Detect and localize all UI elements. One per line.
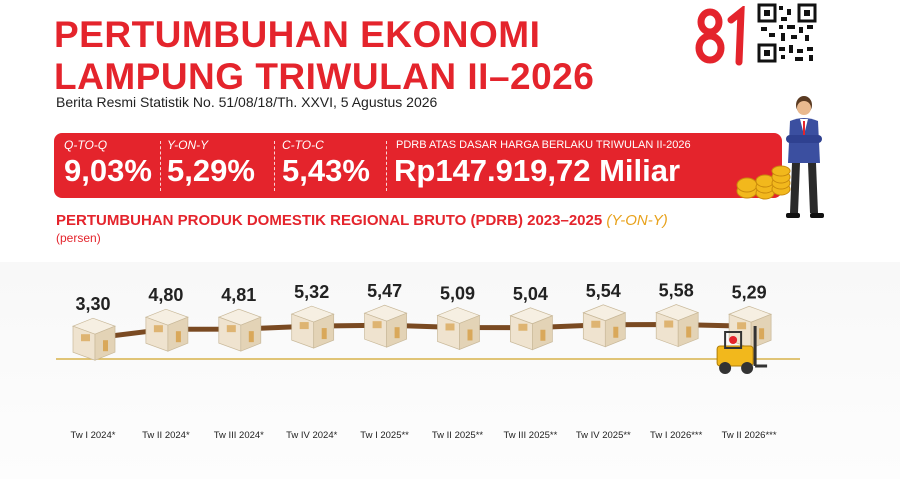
forklift-icon <box>716 326 768 374</box>
x-tick-label: Tw III 2024* <box>214 430 264 441</box>
x-tick-label: Tw IV 2024* <box>286 430 338 441</box>
value-label: 5,09 <box>440 283 475 303</box>
value-label: 5,04 <box>513 284 548 304</box>
data-point-box <box>217 308 262 352</box>
x-tick-label: Tw IV 2025** <box>576 430 631 441</box>
value-label: 5,47 <box>367 281 402 301</box>
data-point-box <box>144 308 189 352</box>
x-tick-label: Tw I 2025** <box>360 430 409 441</box>
value-label: 5,58 <box>659 281 694 301</box>
data-point-box <box>363 304 408 348</box>
x-tick-label: Tw II 2025** <box>432 430 484 441</box>
x-tick-label: Tw III 2025** <box>503 430 557 441</box>
title-line-1: PERTUMBUHAN EKONOMI <box>54 14 541 55</box>
data-point-box <box>290 305 335 349</box>
data-point-box <box>655 304 700 348</box>
value-label: 5,32 <box>294 282 329 302</box>
pdrb-value: Rp147.919,72 Miliar <box>394 153 681 188</box>
headline-banner: Q-TO-Q 9,03% Y-ON-Y 5,29% C-TO-C 5,43% P… <box>54 133 782 198</box>
chart-title-text: PERTUMBUHAN PRODUK DOMESTIK REGIONAL BRU… <box>56 212 603 229</box>
data-point-box <box>509 307 554 351</box>
chart-title: PERTUMBUHAN PRODUK DOMESTIK REGIONAL BRU… <box>56 212 668 229</box>
coin-stack-icon <box>736 165 791 200</box>
data-point-box <box>436 307 481 350</box>
ctoc-value: 5,43% <box>282 153 370 188</box>
value-label: 3,30 <box>75 294 110 314</box>
data-point-box <box>582 304 627 348</box>
qr-code-icon <box>757 3 817 63</box>
series-line <box>90 322 752 341</box>
data-point-box <box>72 317 116 361</box>
ctoc-label: C-TO-C <box>282 138 324 152</box>
yony-label: Y-ON-Y <box>167 138 209 152</box>
title-line-2: LAMPUNG TRIWULAN II–2026 <box>54 56 595 97</box>
chart-area: 3,30 Tw I 2024* 4,80 Tw II 2024* 4,81 Tw III … <box>0 262 900 479</box>
pdrb-growth-chart: 3,30 Tw I 2024* 4,80 Tw II 2024* 4,81 Tw III … <box>56 281 800 441</box>
page-title: PERTUMBUHAN EKONOMI LAMPUNG TRIWULAN II–… <box>54 14 594 98</box>
value-label: 5,54 <box>586 281 621 301</box>
anniversary-81-logo <box>695 6 745 66</box>
release-subtitle: Berita Resmi Statistik No. 51/08/18/Th. … <box>56 94 438 110</box>
divider <box>160 141 161 191</box>
value-label: 4,81 <box>221 285 256 305</box>
chart-title-yoy: (Y-ON-Y) <box>606 212 668 229</box>
x-tick-label: Tw I 2024* <box>71 430 116 441</box>
yony-value: 5,29% <box>167 153 255 188</box>
x-tick-label: Tw I 2026*** <box>650 430 703 441</box>
x-tick-label: Tw II 2026*** <box>722 430 777 441</box>
value-label: 4,80 <box>148 285 183 305</box>
chart-unit-label: (persen) <box>56 231 101 245</box>
x-tick-label: Tw II 2024* <box>142 430 190 441</box>
businessman-illustration <box>786 96 824 218</box>
qtoq-label: Q-TO-Q <box>64 138 108 152</box>
divider <box>386 141 387 191</box>
divider <box>274 141 275 191</box>
pdrb-label: PDRB ATAS DASAR HARGA BERLAKU TRIWULAN I… <box>396 139 691 151</box>
qtoq-value: 9,03% <box>64 153 152 188</box>
value-label: 5,29 <box>732 282 767 302</box>
